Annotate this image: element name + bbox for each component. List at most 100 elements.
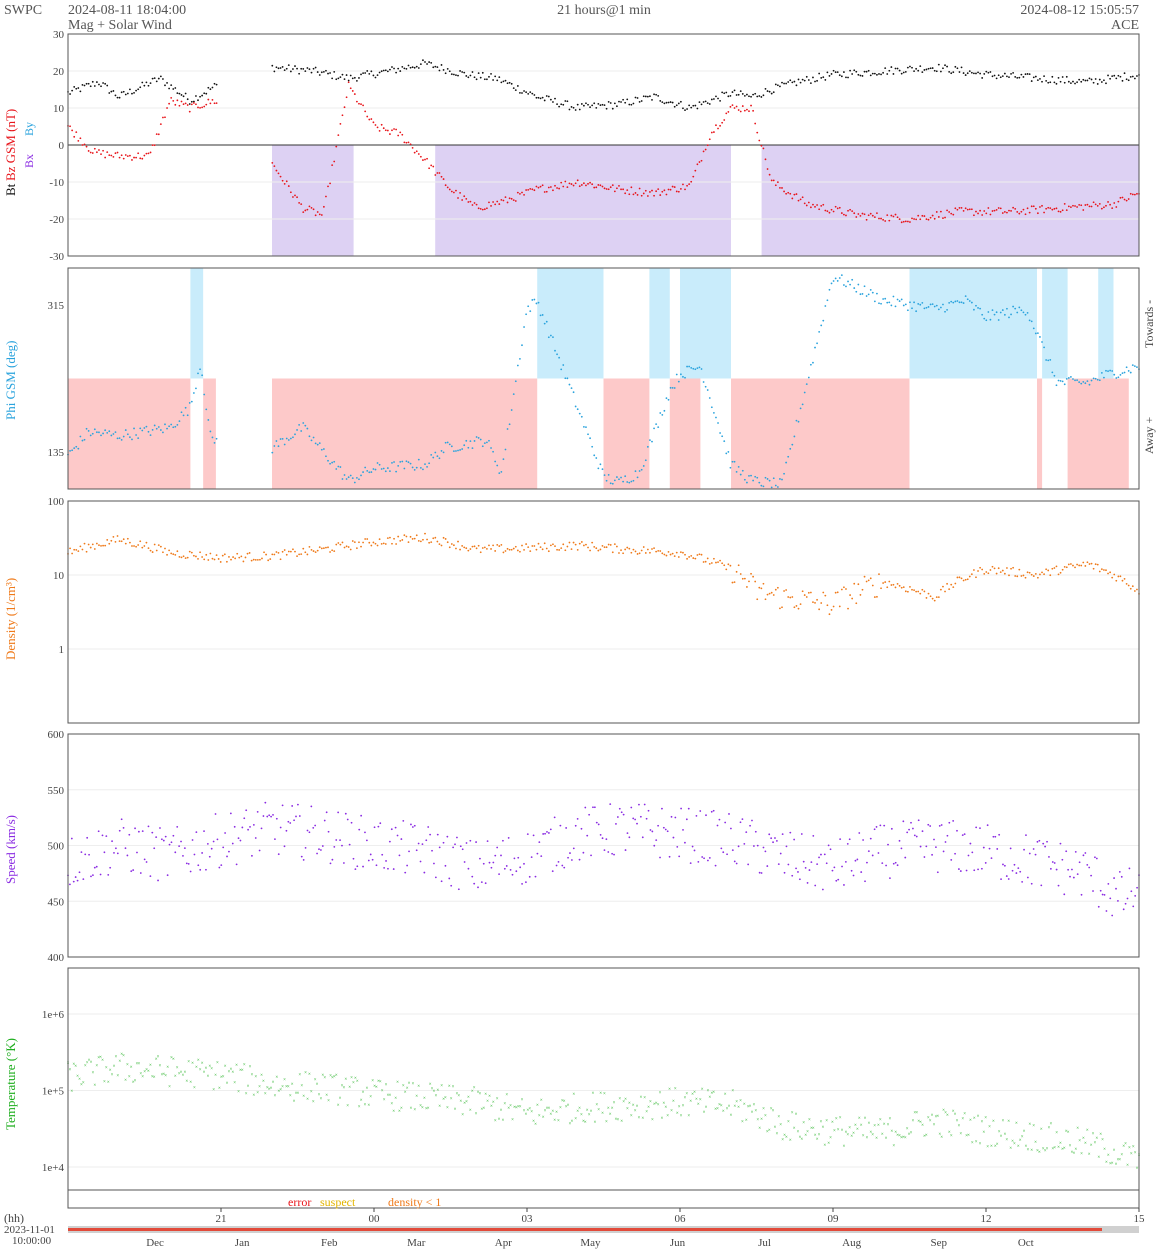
density-point — [609, 544, 612, 546]
temperature-point: × — [961, 1117, 964, 1122]
bt-point — [1103, 79, 1105, 82]
bt-point — [876, 73, 878, 76]
temperature-point: × — [856, 1128, 859, 1133]
speed-point — [329, 862, 332, 865]
density-point — [93, 548, 96, 550]
bz-point — [1103, 206, 1105, 209]
speed-point — [385, 860, 387, 862]
bt-point — [347, 79, 350, 82]
density-point — [1100, 568, 1103, 571]
temperature-point: × — [925, 1134, 928, 1139]
bt-point — [98, 83, 100, 86]
phi-point — [595, 457, 598, 459]
bt-point — [939, 70, 942, 73]
bt-point — [603, 104, 606, 107]
phi-point — [329, 462, 331, 465]
density-point — [506, 547, 509, 550]
phi-point — [368, 471, 371, 474]
bt-point — [985, 70, 988, 73]
bz-point — [1012, 206, 1015, 209]
bz-point — [1109, 203, 1112, 206]
density-point — [663, 553, 666, 556]
phi-point — [77, 447, 80, 450]
density-point — [981, 568, 984, 571]
density-point — [275, 551, 278, 553]
bz-point — [95, 151, 98, 154]
phi-point — [1057, 379, 1060, 382]
temperature-point: × — [544, 1109, 547, 1114]
speed-point — [1132, 905, 1135, 908]
temperature-point: × — [613, 1101, 616, 1106]
phi-point — [760, 484, 763, 487]
bz-point — [851, 210, 854, 213]
bt-point — [1070, 82, 1072, 85]
density-point — [287, 550, 290, 553]
bz-point — [391, 129, 393, 132]
bt-point — [997, 74, 1000, 77]
bz-point — [345, 96, 348, 99]
temperature-point: × — [490, 1104, 493, 1109]
bz-point — [417, 153, 420, 155]
phi-point — [791, 443, 794, 446]
density-point — [849, 594, 851, 596]
bt-point — [682, 107, 684, 110]
speed-point — [913, 834, 916, 837]
temperature-point: × — [751, 1111, 754, 1116]
bt-point — [213, 82, 216, 85]
temperature-point: × — [496, 1097, 499, 1102]
temperature-point: × — [130, 1066, 133, 1071]
speed-point — [360, 814, 363, 817]
phi-point — [205, 408, 208, 411]
bt-point — [776, 84, 779, 87]
bz-point — [85, 145, 88, 148]
bz-point — [401, 133, 404, 136]
speed-point — [465, 842, 468, 844]
temperature-point: × — [369, 1095, 372, 1100]
bz-point — [459, 192, 461, 194]
phi-point — [1010, 313, 1012, 316]
bt-point — [601, 103, 604, 106]
bz-point — [300, 203, 303, 206]
speed-point — [235, 863, 238, 866]
bz-point — [490, 205, 492, 207]
temperature-point: × — [235, 1063, 238, 1068]
density-point — [562, 543, 565, 546]
bt-point — [166, 82, 168, 84]
phi-point — [898, 300, 901, 302]
phi-point — [139, 427, 142, 430]
temperature-point: × — [530, 1110, 533, 1115]
speed-point — [139, 872, 142, 874]
phi-point — [826, 299, 829, 302]
density-point — [488, 544, 490, 547]
temperature-point: × — [505, 1093, 508, 1098]
density-point — [298, 553, 301, 556]
density-point — [933, 599, 936, 602]
speed-point — [417, 842, 420, 845]
bt-point — [799, 81, 802, 84]
phi-point — [504, 448, 507, 451]
density-point — [422, 538, 424, 541]
density-point — [1136, 588, 1138, 591]
phi-point — [124, 429, 127, 431]
speed-point — [898, 839, 901, 842]
density-point — [279, 558, 282, 561]
phi-point — [706, 389, 709, 391]
bz-point — [87, 150, 90, 152]
phi-point — [380, 468, 383, 470]
speed-point — [536, 852, 539, 855]
temperature-point: × — [69, 1068, 72, 1073]
phi-point — [884, 297, 887, 300]
speed-point — [766, 865, 769, 867]
bz-point — [1065, 209, 1068, 212]
speed-point — [448, 877, 451, 880]
phi-point — [636, 476, 639, 479]
bz-point — [1061, 209, 1064, 212]
bt-point — [807, 79, 810, 81]
bt-point — [686, 108, 688, 110]
temperature-point: × — [463, 1102, 466, 1107]
density-point — [776, 586, 779, 589]
bt-point — [1080, 80, 1083, 83]
bz-point — [403, 141, 406, 144]
temperature-point: × — [532, 1119, 535, 1124]
density-point — [149, 549, 152, 552]
